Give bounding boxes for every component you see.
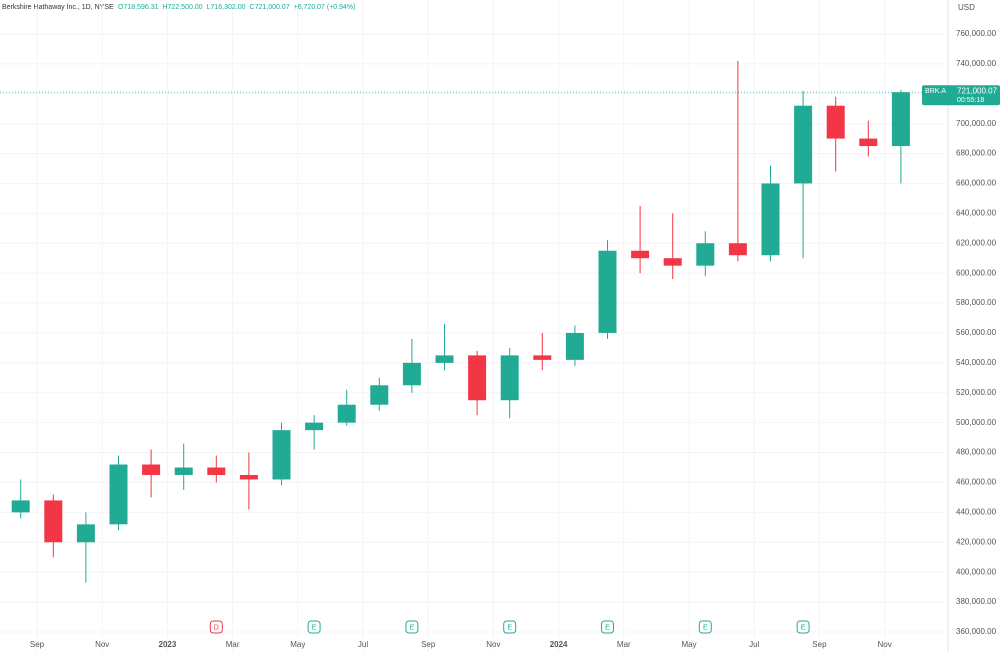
event-marker	[209, 620, 223, 634]
x-tick-label: May	[290, 640, 305, 649]
y-tick-label: 640,000.00	[956, 208, 997, 217]
candle-body	[272, 430, 291, 480]
chart-title: Berkshire Hathaway Inc., 1D, NYSE	[2, 4, 114, 11]
candle-body	[761, 183, 780, 256]
y-tick-label: 580,000.00	[956, 298, 997, 307]
y-tick-label: 760,000.00	[956, 29, 997, 38]
candle-body	[728, 243, 747, 256]
x-tick-label: 2023	[159, 640, 177, 649]
event-label: D	[214, 624, 219, 631]
candle-body	[109, 464, 128, 525]
candle-body	[11, 500, 30, 513]
event-label: E	[410, 624, 415, 631]
y-tick-label: 680,000.00	[956, 149, 997, 158]
price-axis-bg	[948, 0, 1000, 652]
ohlc-label: C721,000.07	[250, 4, 290, 11]
last-price-label: 721,000.07	[957, 86, 998, 95]
ohlc-label: H722,500.00	[162, 4, 202, 11]
y-tick-label: 380,000.00	[956, 597, 997, 606]
event-label: E	[312, 624, 317, 631]
x-tick-label: Nov	[486, 640, 500, 649]
candle-body	[565, 332, 584, 360]
candle-body	[794, 105, 813, 184]
x-tick-label: Nov	[95, 640, 109, 649]
y-tick-label: 700,000.00	[956, 119, 997, 128]
candle-body	[598, 250, 617, 333]
candle-body	[891, 92, 910, 147]
x-tick-label: Mar	[617, 640, 631, 649]
candle-body	[696, 243, 715, 266]
y-tick-label: 460,000.00	[956, 478, 997, 487]
price-label-box	[922, 85, 1000, 106]
countdown: 00:55:18	[957, 97, 984, 104]
y-tick-label: 360,000.00	[956, 627, 997, 636]
x-tick-label: Jul	[749, 640, 759, 649]
event-marker	[503, 620, 517, 634]
ohlc-label: O718,596.31	[118, 4, 159, 11]
candle-body	[370, 385, 389, 405]
event-label: E	[507, 624, 512, 631]
ohlc-label: +6,720.07 (+0.94%)	[294, 4, 356, 11]
x-tick-label: Sep	[421, 640, 436, 649]
event-label: E	[605, 624, 610, 631]
candle-body	[174, 467, 193, 475]
y-tick-label: 600,000.00	[956, 268, 997, 277]
x-tick-label: Mar	[226, 640, 240, 649]
event-label: E	[801, 624, 806, 631]
candle-body	[663, 258, 682, 266]
candle-body	[44, 500, 63, 543]
currency: USD	[958, 3, 975, 12]
event-marker	[307, 620, 321, 634]
event-marker	[601, 620, 614, 634]
event-label: E	[703, 624, 708, 631]
candle-body	[76, 524, 95, 543]
y-tick-label: 660,000.00	[956, 179, 997, 188]
y-tick-label: 740,000.00	[956, 59, 997, 68]
x-tick-label: Jul	[358, 640, 368, 649]
x-tick-label: 2024	[550, 640, 568, 649]
y-tick-label: 420,000.00	[956, 537, 997, 546]
candle-body	[859, 138, 878, 147]
event-marker	[796, 620, 810, 634]
candle-body	[533, 355, 552, 360]
candle-body	[142, 464, 161, 475]
x-tick-label: May	[681, 640, 696, 649]
candle-body	[239, 474, 258, 480]
candle-body	[337, 404, 356, 423]
candle-body	[402, 362, 421, 386]
x-tick-label: Nov	[877, 640, 891, 649]
candle-body	[826, 105, 845, 139]
candle-body	[305, 422, 324, 431]
candle-body	[468, 355, 487, 401]
y-tick-label: 480,000.00	[956, 448, 997, 457]
y-tick-label: 540,000.00	[956, 358, 997, 367]
candle-body	[207, 467, 226, 475]
y-tick-label: 620,000.00	[956, 238, 997, 247]
x-tick-label: Sep	[812, 640, 827, 649]
event-marker	[405, 620, 419, 634]
event-marker	[698, 620, 712, 634]
y-tick-label: 520,000.00	[956, 388, 997, 397]
candle-body	[500, 355, 519, 401]
x-tick-label: Sep	[30, 640, 45, 649]
y-tick-label: 560,000.00	[956, 328, 997, 337]
candle-body	[631, 250, 650, 259]
y-tick-label: 400,000.00	[956, 567, 997, 576]
y-tick-label: 500,000.00	[956, 418, 997, 427]
candle-body	[435, 355, 454, 363]
ohlc-label: L716,302.00	[207, 4, 246, 11]
symbol-label: BRK.A	[925, 88, 946, 95]
y-tick-label: 440,000.00	[956, 507, 997, 516]
